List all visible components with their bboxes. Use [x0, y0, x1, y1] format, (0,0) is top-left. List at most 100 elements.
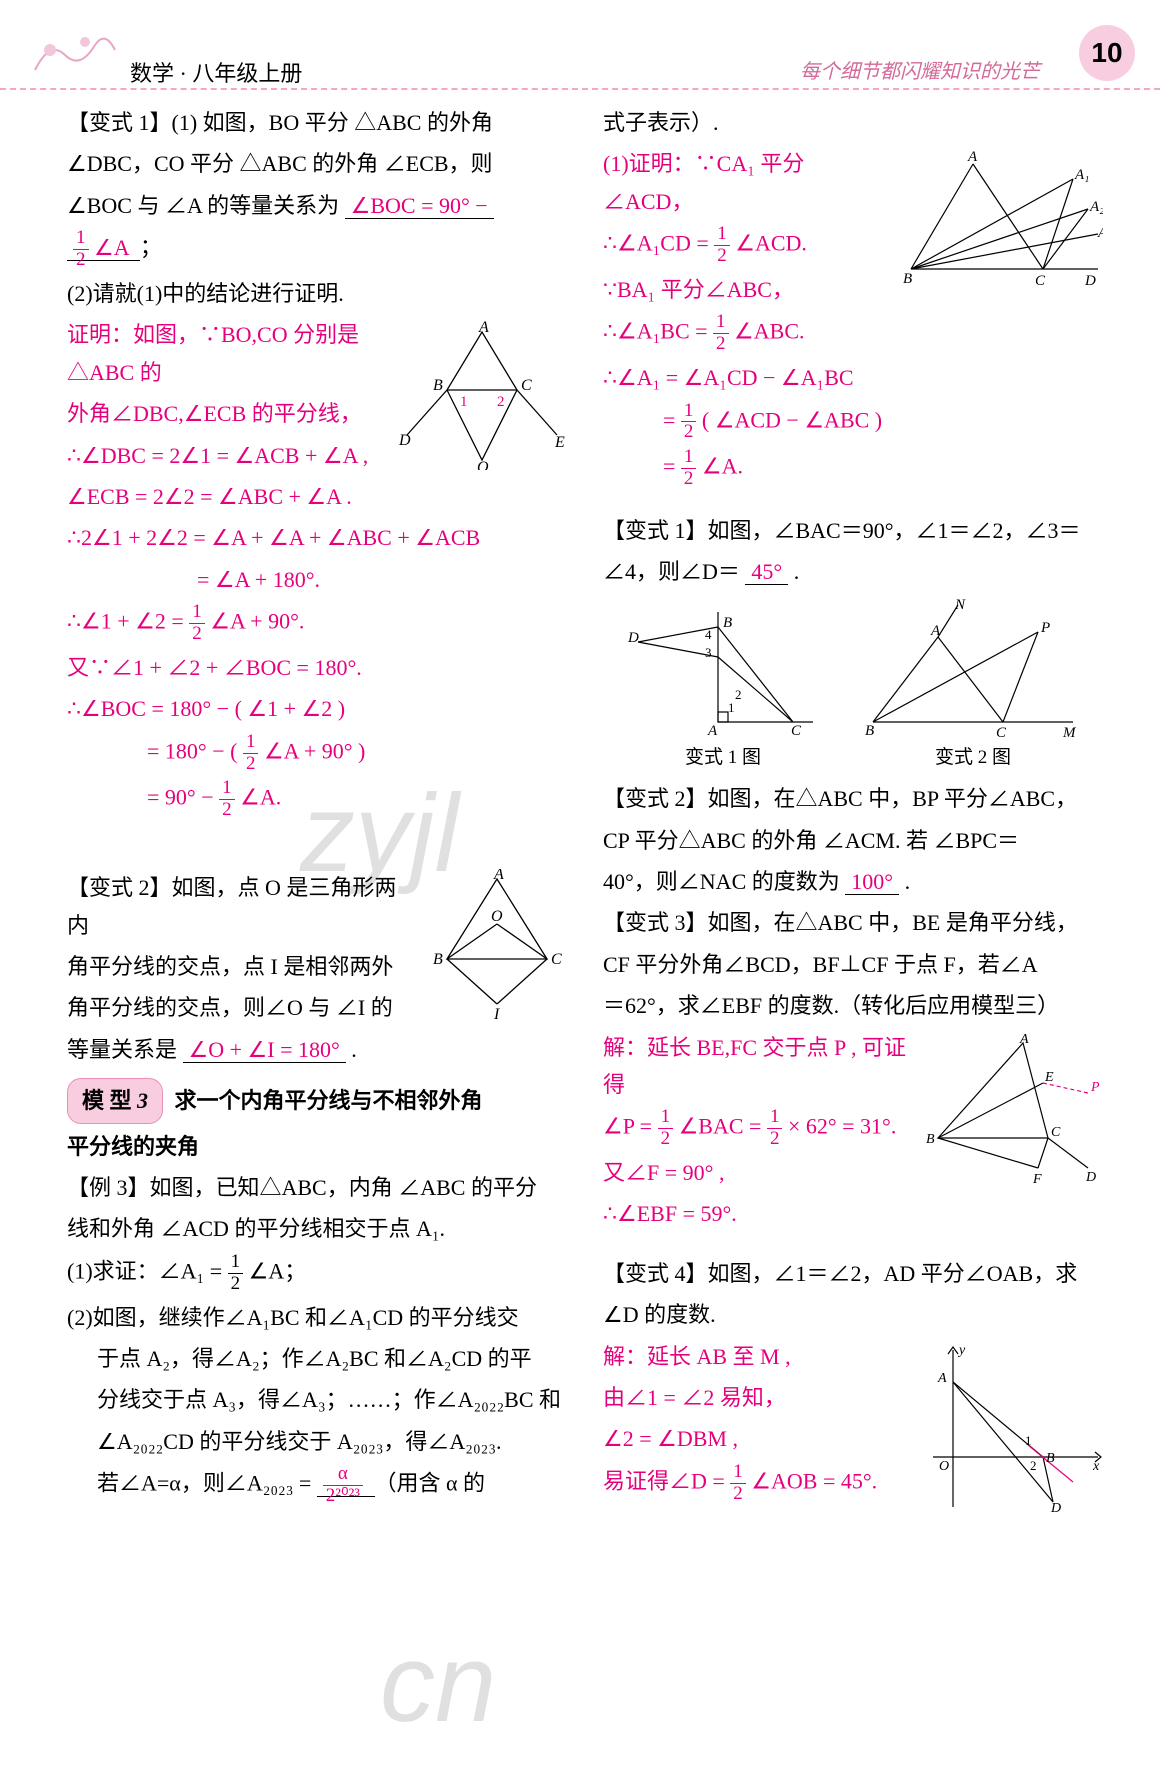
svg-text:2: 2 — [497, 394, 505, 410]
figure-v4: A B D O x y 1 2 — [923, 1342, 1103, 1512]
svg-text:2: 2 — [1030, 1458, 1037, 1473]
left-column: 【变式 1】(1) 如图，BO 平分 △ABC 的外角 ∠DBC，CO 平分 △… — [55, 100, 585, 1516]
example3-q2a: (2)如图，继续作∠A₁BC 和∠A₁CD 的平分线交 — [67, 1299, 567, 1336]
variant1-line2: ∠DBC，CO 平分 △ABC 的外角 ∠ECB，则 — [67, 145, 567, 182]
svg-text:1: 1 — [728, 700, 735, 715]
rproof-6: = 12 ( ∠ACD − ∠ABC ) — [603, 401, 1103, 444]
header-title: 数学 · 八年级上册 — [130, 55, 302, 92]
variant1-answer-part1: ∠BOC = 90° − — [345, 193, 494, 219]
figure-v3: A B C D E F P — [923, 1033, 1103, 1183]
svg-text:M: M — [1062, 725, 1077, 741]
figure-oi: A B C O I — [427, 869, 567, 1019]
example3-q2d: ∠A₂₀₂₂CD 的平分线交于 A₂₀₂₃，得∠A₂₀₂₃. — [67, 1423, 567, 1460]
header-sub: 每个细节都闪耀知识的光芒 — [800, 55, 1040, 89]
rv1-a: 【变式 1】如图，∠BAC＝90°，∠1＝∠2，∠3＝ — [603, 512, 1103, 549]
svg-text:A₂: A₂ — [1089, 199, 1103, 215]
rv4-b: ∠D 的度数. — [603, 1296, 1103, 1333]
svg-text:B: B — [433, 951, 443, 968]
svg-text:A: A — [937, 1371, 947, 1386]
svg-text:E: E — [1044, 1070, 1054, 1085]
svg-text:A: A — [478, 320, 489, 336]
rv3-a: 【变式 3】如图，在△ABC 中，BE 是角平分线， — [603, 904, 1103, 941]
right-column: 式子表示）. A A₁ A₂ A₃ B C D (1)证明：∵CA₁ 平分∠AC… — [585, 100, 1115, 1516]
svg-text:O: O — [939, 1459, 949, 1474]
variant2-d: 等量关系是 ∠O + ∠I = 180° . — [67, 1031, 567, 1068]
svg-text:O: O — [491, 908, 503, 925]
svg-text:F: F — [1032, 1172, 1042, 1183]
svg-text:D: D — [1084, 273, 1096, 289]
svg-text:x: x — [1092, 1459, 1100, 1474]
svg-text:C: C — [791, 723, 802, 739]
svg-text:B: B — [926, 1132, 935, 1147]
rv3-c: ＝62°，求∠EBF 的度数.（转化后应用模型三） — [603, 987, 1103, 1024]
proof-l6: ∴∠1 + ∠2 = 12 ∠A + 90°. — [67, 602, 567, 645]
svg-text:D: D — [398, 432, 411, 449]
svg-text:A₃: A₃ — [1097, 225, 1103, 241]
svg-text:4: 4 — [705, 627, 712, 642]
variant1-line3: ∠BOC 与 ∠A 的等量关系为 ∠BOC = 90° − — [67, 187, 567, 224]
proof-l5: ∴2∠1 + 2∠2 = ∠A + ∠A + ∠ABC + ∠ACB — [67, 519, 567, 556]
svg-text:A₁: A₁ — [1074, 167, 1089, 183]
rv4-a: 【变式 4】如图，∠1＝∠2，AD 平分∠OAB，求 — [603, 1255, 1103, 1292]
example3-answer: α2²⁰²³ — [317, 1471, 375, 1497]
rproof-4: ∴∠A₁BC = 12 ∠ABC. — [603, 312, 1103, 355]
svg-text:B: B — [723, 615, 732, 631]
svg-text:P: P — [1040, 620, 1050, 636]
figure-bco: 1 2 A B C D E O — [397, 320, 567, 470]
rv3-b: CF 平分外角∠BCD，BF⊥CF 于点 F，若∠A — [603, 946, 1103, 983]
variant1-q2: (2)请就(1)中的结论进行证明. — [67, 275, 567, 312]
rv2-a: 【变式 2】如图，在△ABC 中，BP 平分∠ABC， — [603, 780, 1103, 817]
figcap-v1: 变式 1 图 — [623, 742, 823, 774]
variant1-answer-part2: 12 ∠A — [67, 235, 140, 261]
example3-a: 【例 3】如图，已知△ABC，内角 ∠ABC 的平分 — [67, 1169, 567, 1206]
svg-text:A: A — [707, 723, 718, 739]
columns: 【变式 1】(1) 如图，BO 平分 △ABC 的外角 ∠DBC，CO 平分 △… — [0, 90, 1160, 1526]
svg-text:B: B — [903, 271, 912, 287]
svg-text:C: C — [996, 725, 1007, 741]
model3-heading: 模 型 3 求一个内角平分线与不相邻外角 — [67, 1078, 567, 1123]
rproof-5: ∴∠A₁ = ∠A₁CD − ∠A₁BC — [603, 359, 1103, 396]
variant1-line4: 12 ∠A ； — [67, 228, 567, 271]
svg-text:D: D — [1085, 1170, 1096, 1183]
svg-text:I: I — [493, 1006, 500, 1019]
proof-l9: = 180° − ( 12 ∠A + 90° ) — [67, 732, 567, 775]
svg-text:A: A — [930, 623, 941, 639]
rv2-b: CP 平分△ABC 的外角 ∠ACM. 若 ∠BPC＝ — [603, 822, 1103, 859]
svg-text:A: A — [1019, 1033, 1029, 1047]
example3-q2b: 于点 A₂，得∠A₂；作∠A₂BC 和∠A₂CD 的平 — [67, 1340, 567, 1377]
page-number: 10 — [1079, 25, 1135, 81]
svg-text:N: N — [954, 597, 966, 613]
svg-text:D: D — [627, 630, 639, 646]
variant1-line3a: ∠BOC 与 ∠A 的等量关系为 — [67, 193, 339, 218]
svg-text:B: B — [1046, 1451, 1055, 1466]
model3-title-a: 求一个内角平分线与不相邻外角 — [175, 1088, 483, 1113]
svg-text:2: 2 — [735, 687, 742, 702]
header-bar: 数学 · 八年级上册 每个细节都闪耀知识的光芒 10 — [0, 0, 1160, 90]
figcap-v2: 变式 2 图 — [863, 742, 1083, 774]
variant2-answer: ∠O + ∠I = 180° — [183, 1037, 346, 1063]
proof-l8: ∴∠BOC = 180° − ( ∠1 + ∠2 ) — [67, 690, 567, 727]
rv2-answer: 100° — [845, 869, 899, 895]
model3-title-b: 平分线的夹角 — [67, 1134, 199, 1159]
example3-b: 线和外角 ∠ACD 的平分线相交于点 A₁. — [67, 1210, 567, 1247]
svg-text:1: 1 — [460, 394, 468, 410]
svg-text:B: B — [433, 377, 443, 394]
svg-text:D: D — [1050, 1501, 1061, 1512]
example3-q1: (1)求证：∠A₁ = 12 ∠A； — [67, 1252, 567, 1295]
svg-text:1: 1 — [1025, 1433, 1032, 1448]
proof-l7: 又∵∠1 + ∠2 + ∠BOC = 180°. — [67, 649, 567, 686]
rv1-b: ∠4，则∠D＝ 45° . — [603, 553, 1103, 590]
example3-q2c: 分线交于点 A₃，得∠A₃；……；作∠A₂₀₂₂BC 和 — [67, 1381, 567, 1418]
figure-v1: A B C D 1 2 3 4 — [623, 597, 823, 742]
svg-text:B: B — [865, 723, 874, 739]
continuation: 式子表示）. — [603, 104, 1103, 141]
semi: ； — [140, 235, 162, 260]
variant1-line1: 【变式 1】(1) 如图，BO 平分 △ABC 的外角 — [67, 104, 567, 141]
svg-text:y: y — [957, 1343, 966, 1358]
figure-v2: A B C M N P — [863, 597, 1083, 742]
svg-text:E: E — [554, 434, 565, 451]
svg-text:C: C — [521, 377, 532, 394]
figure-a1: A A₁ A₂ A₃ B C D — [903, 149, 1103, 289]
example3-q2e: 若∠A=α，则∠A₂₀₂₃ = α2²⁰²³ （用含 α 的 — [67, 1464, 567, 1507]
svg-text:A: A — [967, 149, 978, 165]
